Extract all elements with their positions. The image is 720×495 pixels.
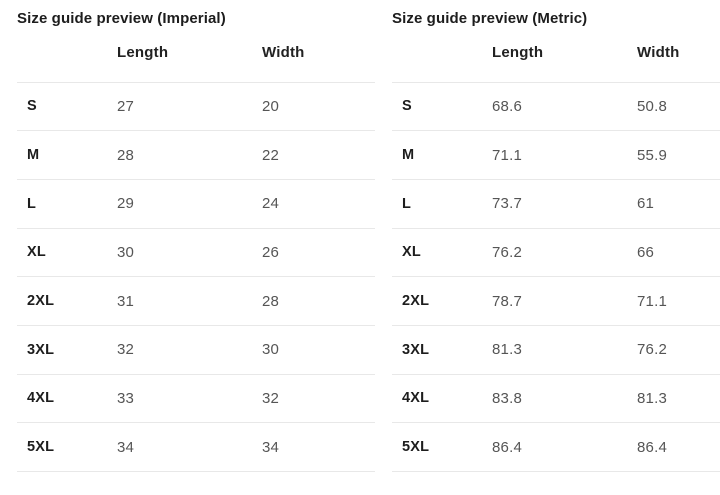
table-row: 4XL 33 32	[17, 374, 375, 423]
length-value: 31	[117, 292, 135, 310]
length-value: 27	[117, 97, 135, 115]
width-column-header: Width	[262, 44, 305, 62]
length-value: 71.1	[492, 146, 522, 164]
size-label: 4XL	[27, 390, 55, 407]
width-value: 81.3	[637, 389, 667, 407]
width-value: 34	[262, 438, 280, 456]
table-row: S 68.6 50.8	[392, 82, 720, 131]
size-label: 3XL	[27, 341, 55, 358]
width-value: 55.9	[637, 146, 667, 164]
length-value: 30	[117, 243, 135, 261]
size-label: M	[27, 147, 40, 164]
table-row: M 28 22	[17, 131, 375, 180]
size-guide-metric: Size guide preview (Metric) Length Width…	[392, 0, 720, 472]
table-row: L 29 24	[17, 179, 375, 229]
size-label: L	[402, 195, 412, 212]
size-label: 4XL	[402, 390, 430, 407]
length-value: 29	[117, 195, 135, 213]
length-column-header: Length	[117, 44, 169, 62]
size-column-header	[392, 28, 492, 82]
size-label: S	[402, 98, 412, 115]
size-label: XL	[27, 244, 46, 261]
table-row: 2XL 78.7 71.1	[392, 277, 720, 326]
table-row: 2XL 31 28	[17, 277, 375, 326]
table-row: 5XL 34 34	[17, 423, 375, 472]
width-value: 71.1	[637, 292, 667, 310]
table-row: XL 30 26	[17, 228, 375, 277]
length-value: 34	[117, 438, 135, 456]
length-value: 86.4	[492, 438, 522, 456]
size-label: 5XL	[402, 439, 430, 456]
size-label: 2XL	[27, 293, 55, 310]
width-value: 86.4	[637, 438, 667, 456]
width-value: 24	[262, 195, 280, 213]
width-value: 26	[262, 243, 280, 261]
size-label: 2XL	[402, 293, 430, 310]
table-header-row: Length Width	[392, 28, 720, 82]
width-value: 76.2	[637, 341, 667, 359]
table-title: Size guide preview (Imperial)	[17, 10, 226, 27]
table-row: 3XL 81.3 76.2	[392, 325, 720, 375]
table-row: L 73.7 61	[392, 179, 720, 229]
length-value: 76.2	[492, 243, 522, 261]
size-column-header	[17, 28, 117, 82]
size-table-imperial: Length Width S 27 20 M 28 22 L 29	[17, 28, 375, 472]
length-value: 28	[117, 146, 135, 164]
width-value: 32	[262, 389, 280, 407]
length-value: 33	[117, 389, 135, 407]
width-value: 30	[262, 341, 280, 359]
length-value: 81.3	[492, 341, 522, 359]
size-label: 5XL	[27, 439, 55, 456]
table-row: 4XL 83.8 81.3	[392, 374, 720, 423]
size-guide-imperial: Size guide preview (Imperial) Length Wid…	[17, 0, 375, 472]
table-header-row: Length Width	[17, 28, 375, 82]
length-value: 73.7	[492, 195, 522, 213]
size-label: L	[27, 195, 37, 212]
length-value: 32	[117, 341, 135, 359]
size-label: XL	[402, 244, 421, 261]
table-row: 5XL 86.4 86.4	[392, 423, 720, 472]
size-table-metric: Length Width S 68.6 50.8 M 71.1 55.9 L 7…	[392, 28, 720, 472]
size-label: 3XL	[402, 341, 430, 358]
width-value: 66	[637, 243, 655, 261]
width-value: 50.8	[637, 97, 667, 115]
width-value: 28	[262, 292, 280, 310]
table-row: 3XL 32 30	[17, 325, 375, 375]
length-value: 68.6	[492, 97, 522, 115]
table-title: Size guide preview (Metric)	[392, 10, 588, 27]
width-value: 22	[262, 146, 280, 164]
size-label: S	[27, 98, 37, 115]
width-value: 20	[262, 97, 280, 115]
table-row: XL 76.2 66	[392, 228, 720, 277]
table-row: M 71.1 55.9	[392, 131, 720, 180]
length-value: 78.7	[492, 292, 522, 310]
width-column-header: Width	[637, 44, 680, 62]
size-label: M	[402, 147, 415, 164]
length-column-header: Length	[492, 44, 544, 62]
length-value: 83.8	[492, 389, 522, 407]
table-row: S 27 20	[17, 82, 375, 131]
width-value: 61	[637, 195, 655, 213]
